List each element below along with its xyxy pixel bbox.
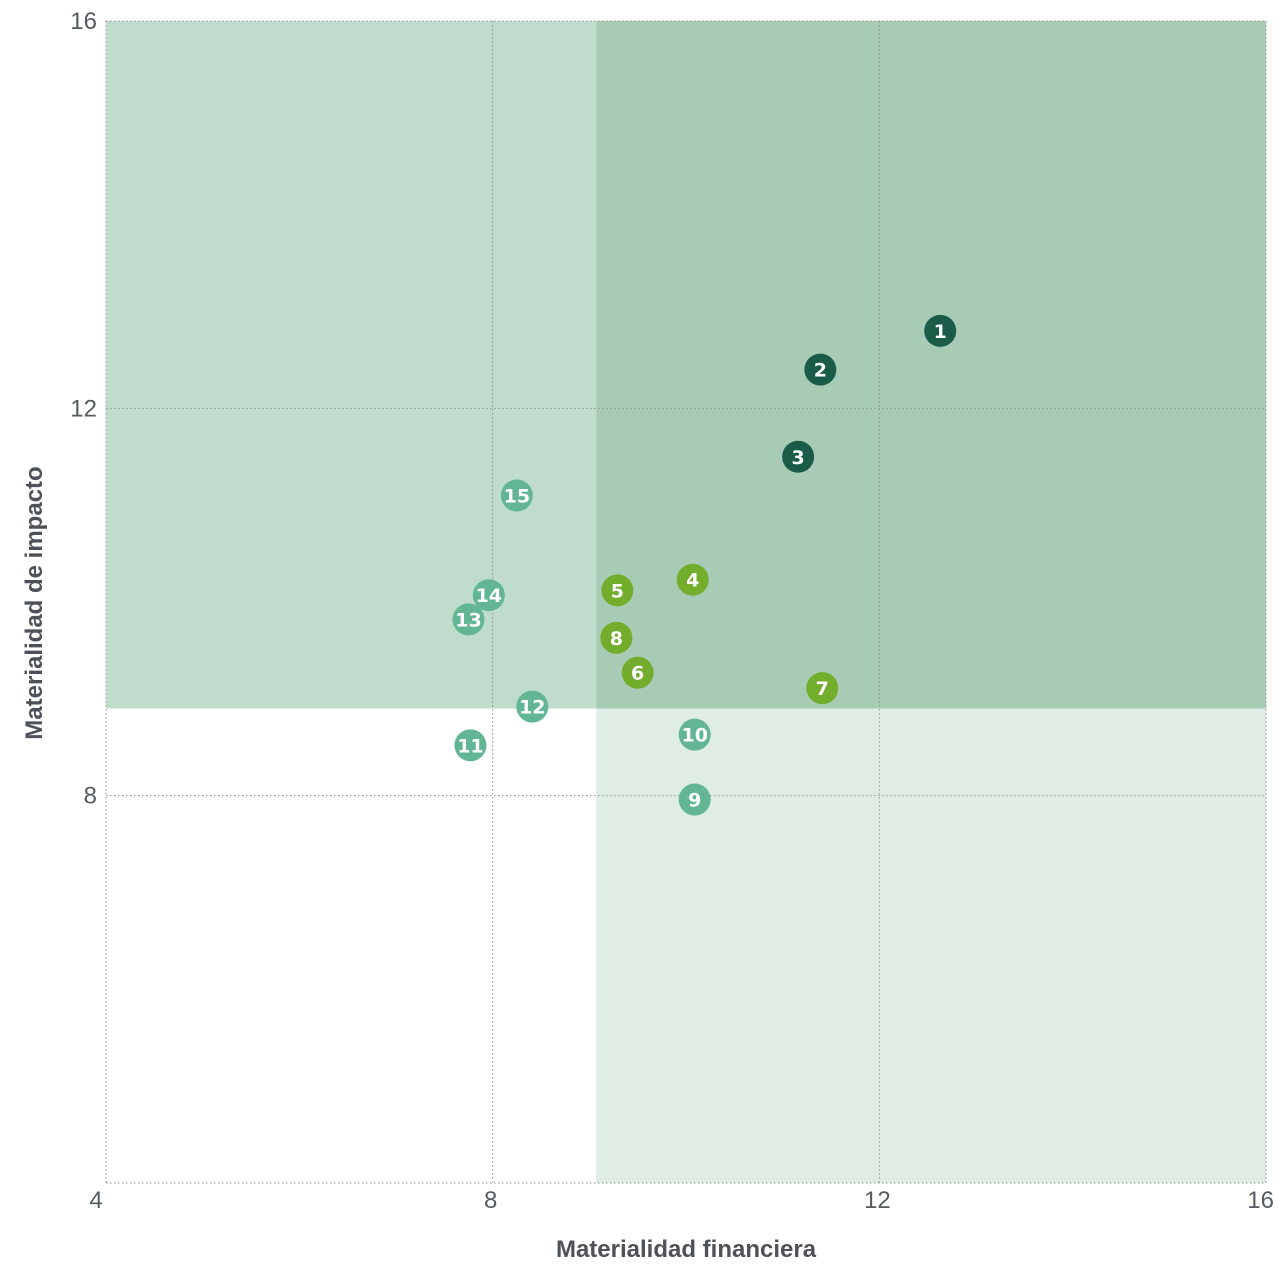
data-point-label: 6	[631, 663, 644, 685]
x-tick-label: 16	[1247, 1187, 1274, 1214]
region-top-right	[596, 21, 1266, 709]
x-axis-ticks: 4 8 12 16	[89, 1187, 1274, 1214]
data-point-label: 2	[814, 360, 827, 382]
data-point-label: 10	[681, 725, 707, 747]
data-point-8: 8	[600, 621, 633, 654]
y-tick-label: 12	[70, 395, 97, 422]
data-point-label: 15	[504, 485, 530, 507]
data-point-6: 6	[621, 656, 654, 689]
x-tick-label: 12	[864, 1187, 891, 1214]
data-point-9: 9	[678, 783, 711, 816]
data-point-label: 11	[457, 735, 483, 757]
data-point-marker	[516, 690, 549, 723]
data-point-15: 15	[500, 479, 533, 512]
data-point-label: 12	[519, 697, 545, 719]
data-point-11: 11	[454, 729, 487, 762]
data-point-13: 13	[452, 603, 485, 636]
data-point-10: 10	[678, 718, 711, 751]
data-point-label: 8	[610, 628, 623, 650]
x-tick-label: 8	[484, 1187, 497, 1214]
data-point-marker	[600, 621, 633, 654]
data-point-marker	[806, 672, 839, 705]
region-top-left	[106, 21, 597, 709]
data-point-7: 7	[806, 672, 839, 705]
data-point-marker	[452, 603, 485, 636]
y-axis-title: Materialidad de impacto	[21, 466, 48, 739]
data-point-1: 1	[924, 314, 957, 347]
data-point-marker	[678, 718, 711, 751]
data-point-label: 3	[792, 447, 805, 469]
data-point-5: 5	[601, 574, 634, 607]
data-point-3: 3	[782, 440, 815, 473]
y-tick-label: 8	[84, 783, 97, 810]
data-point-label: 9	[688, 790, 701, 812]
data-point-4: 4	[676, 563, 709, 596]
data-point-label: 13	[455, 609, 481, 631]
x-tick-label: 4	[89, 1187, 102, 1214]
data-point-marker	[500, 479, 533, 512]
x-axis-title: Materialidad financiera	[556, 1236, 817, 1263]
y-tick-label: 16	[70, 8, 97, 35]
data-point-12: 12	[516, 690, 549, 723]
y-axis-ticks: 16 12 8	[70, 8, 97, 810]
data-point-marker	[601, 574, 634, 607]
data-point-marker	[924, 314, 957, 347]
data-point-marker	[782, 440, 815, 473]
data-point-2: 2	[804, 353, 837, 386]
data-point-label: 4	[686, 570, 699, 592]
data-point-marker	[454, 729, 487, 762]
region-bottom-left	[106, 708, 597, 1183]
data-point-marker	[472, 579, 505, 612]
data-point-14: 14	[472, 579, 505, 612]
data-point-label: 1	[934, 321, 947, 343]
data-point-label: 14	[476, 585, 502, 607]
data-point-marker	[676, 563, 709, 596]
data-point-marker	[621, 656, 654, 689]
data-point-label: 7	[816, 678, 829, 700]
data-point-label: 5	[611, 580, 624, 602]
data-point-marker	[804, 353, 837, 386]
region-bottom-right	[596, 708, 1266, 1183]
quadrant-regions	[106, 21, 1266, 1183]
data-point-marker	[678, 783, 711, 816]
